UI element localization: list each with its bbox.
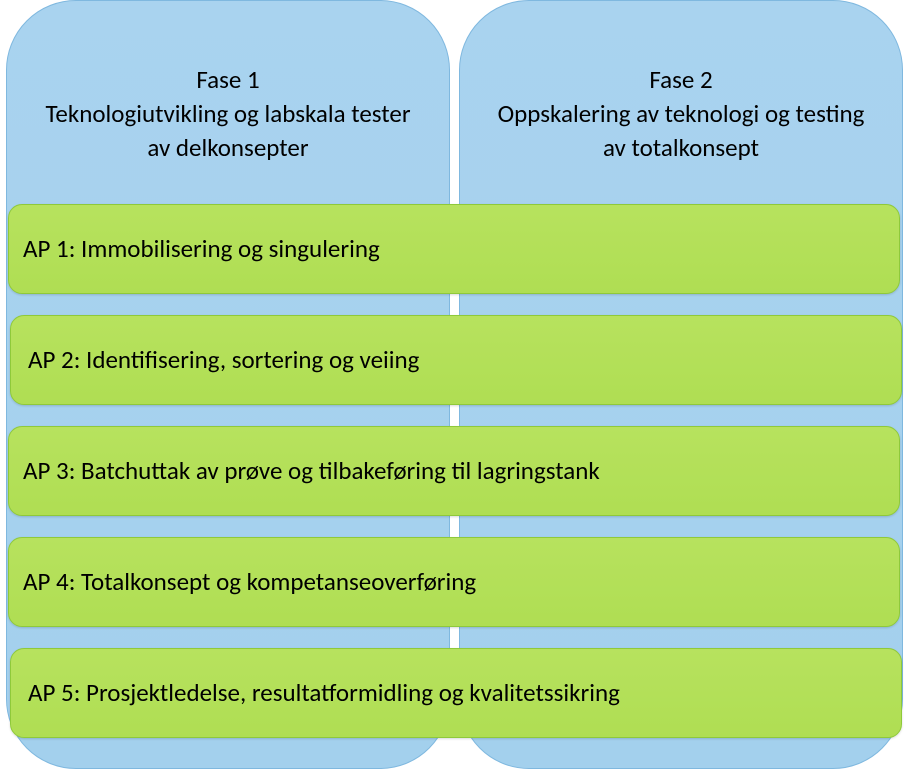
phase-1-title-line1: Fase 1 (37, 63, 419, 97)
phase-1-header: Fase 1 Teknologiutvikling og labskala te… (7, 63, 449, 164)
phase-2-header: Fase 2 Oppskalering av teknologi og test… (460, 63, 902, 164)
phase-1-title-line2: Teknologiutvikling og labskala tester av… (37, 97, 419, 165)
ap-1-label: AP 1: Immobilisering og singulering (23, 234, 380, 264)
phase-2-title-line1: Fase 2 (490, 63, 872, 97)
ap-4-label: AP 4: Totalkonsept og kompetanseoverføri… (23, 567, 476, 597)
ap-2-label: AP 2: Identifisering, sortering og veiin… (25, 345, 419, 375)
ap-3-label: AP 3: Batchuttak av prøve og tilbakeføri… (23, 456, 600, 486)
phase-2-title-line2: Oppskalering av teknologi og testing av … (490, 97, 872, 165)
ap-5-label: AP 5: Prosjektledelse, resultatformidlin… (25, 678, 620, 708)
ap-2-bar: AP 2: Identifisering, sortering og veiin… (10, 315, 902, 405)
ap-3-bar: AP 3: Batchuttak av prøve og tilbakeføri… (8, 426, 900, 516)
ap-5-bar: AP 5: Prosjektledelse, resultatformidlin… (10, 648, 902, 738)
ap-4-bar: AP 4: Totalkonsept og kompetanseoverføri… (8, 537, 900, 627)
ap-1-bar: AP 1: Immobilisering og singulering (8, 204, 900, 294)
diagram-container: Fase 1 Teknologiutvikling og labskala te… (0, 0, 910, 769)
